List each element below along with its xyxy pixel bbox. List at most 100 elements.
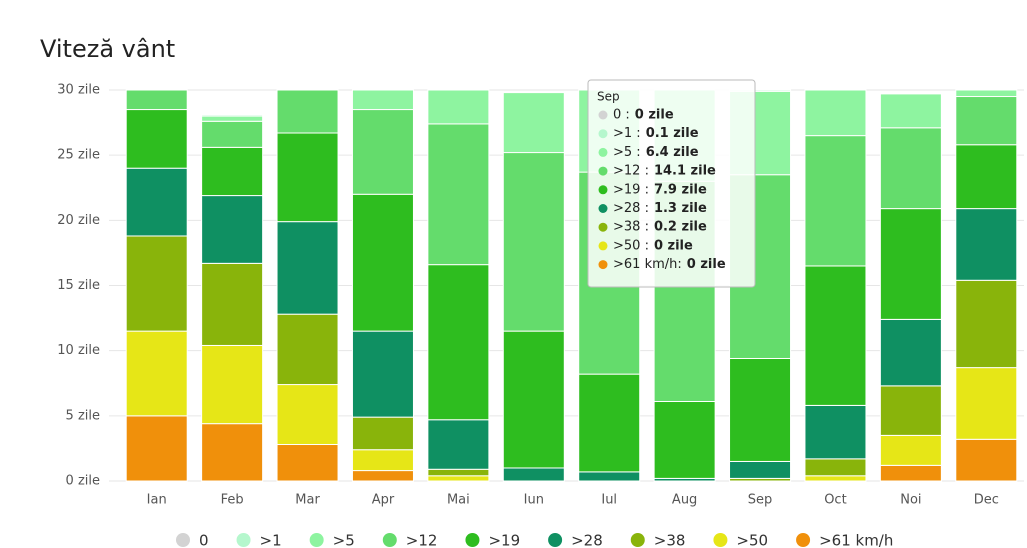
tooltip: Sep 0 : 0 zile >1 : 0.1 zile >5 : 6.4 zile >12 … xyxy=(587,79,756,288)
tooltip-label: >5 : xyxy=(613,145,641,160)
bar-segment xyxy=(427,475,490,482)
tooltip-label: 0 : xyxy=(613,108,630,123)
bar-segment xyxy=(879,127,942,210)
bar-segment xyxy=(879,464,942,482)
bar-segment xyxy=(201,115,264,122)
tooltip-value: 7.9 zile xyxy=(654,182,707,197)
bar-segment xyxy=(276,384,339,446)
bar-segment xyxy=(427,468,490,477)
tooltip-value: 6.4 zile xyxy=(646,145,699,160)
tooltip-value: 0.2 zile xyxy=(654,220,707,235)
bar-segment xyxy=(125,109,188,169)
bar-segment xyxy=(804,475,867,482)
x-tick-label: Iun xyxy=(524,493,544,508)
tooltip-label: >12 : xyxy=(613,164,649,179)
bar-segment xyxy=(578,373,641,473)
y-tick-label: 20 zile xyxy=(57,213,100,228)
tooltip-label: >1 : xyxy=(613,126,641,141)
bar-segment xyxy=(879,208,942,320)
bar-segment xyxy=(729,357,792,462)
bar-segment xyxy=(879,318,942,387)
bar-segment xyxy=(502,152,565,332)
legend-marker xyxy=(630,533,645,547)
x-tick-label: Mai xyxy=(447,493,470,508)
tooltip-marker xyxy=(598,166,608,176)
tooltip-value: 0 zile xyxy=(687,257,726,272)
tooltip-label: >19 : xyxy=(613,182,649,197)
bar-segment xyxy=(201,344,264,425)
bar-segment xyxy=(125,235,188,332)
legend-label: >19 xyxy=(488,532,520,548)
legend-label: >61 km/h xyxy=(819,532,893,548)
tooltip-box xyxy=(587,79,756,288)
bar-segment xyxy=(502,92,565,154)
x-tick-label: Apr xyxy=(372,493,395,508)
legend-marker xyxy=(465,533,480,547)
bar-segment xyxy=(804,404,867,460)
legend-marker xyxy=(796,533,811,547)
bar-segment xyxy=(955,438,1018,482)
legend-label: >50 xyxy=(736,532,768,548)
tooltip-value: 0 zile xyxy=(654,238,693,253)
tooltip-marker xyxy=(598,241,608,251)
bar-segment xyxy=(125,330,188,417)
bar-segment xyxy=(276,89,339,134)
bar-segment xyxy=(351,416,414,451)
legend-label: >1 xyxy=(260,532,282,548)
tooltip-value: 0.1 zile xyxy=(646,126,699,141)
bar-segment xyxy=(201,114,264,117)
bar-segment xyxy=(125,167,188,237)
chart-title: Viteză vânt xyxy=(40,35,175,63)
legend-label: 0 xyxy=(199,532,209,548)
tooltip-marker xyxy=(598,260,608,270)
x-tick-label: Ian xyxy=(147,493,167,508)
bar-segment xyxy=(125,89,188,111)
tooltip-label: >50 : xyxy=(613,238,649,253)
bar-segment xyxy=(351,470,414,482)
bar-segment xyxy=(879,434,942,466)
bar-segment xyxy=(804,458,867,477)
legend-label: >12 xyxy=(406,532,438,548)
bar-segment xyxy=(502,467,565,482)
tooltip-label: >38 : xyxy=(613,220,649,235)
legend: 0 >1 >5 >12 >19 >28 >38 >50 >61 km/h xyxy=(176,532,893,548)
bar-segment xyxy=(351,193,414,332)
bar-segment xyxy=(276,313,339,386)
tooltip-marker xyxy=(598,185,608,195)
tooltip-marker xyxy=(598,204,608,213)
bar-segment xyxy=(804,135,867,267)
bar-segment xyxy=(276,221,339,315)
bar-segment xyxy=(955,279,1018,369)
tooltip-marker xyxy=(598,129,608,139)
legend-label: >5 xyxy=(333,532,355,548)
x-tick-label: Mar xyxy=(295,493,320,508)
legend-label: >38 xyxy=(654,532,686,548)
bar-segment xyxy=(955,367,1018,440)
bar-segment xyxy=(276,132,339,223)
y-tick-label: 30 zile xyxy=(57,83,100,98)
bar-segment xyxy=(125,415,188,482)
legend-marker xyxy=(236,533,251,547)
bar-segment xyxy=(351,109,414,195)
tooltip-value: 0 zile xyxy=(635,108,674,123)
y-tick-label: 0 zile xyxy=(66,474,100,489)
legend-marker xyxy=(382,533,397,547)
bar-segment xyxy=(804,89,867,137)
bar-segment xyxy=(276,444,339,482)
x-tick-label: Iul xyxy=(601,493,617,508)
bar-segment xyxy=(804,265,867,406)
legend-marker xyxy=(309,533,324,547)
bar-segment xyxy=(729,460,792,479)
bar-segment xyxy=(427,264,490,421)
tooltip-label: >28 : xyxy=(613,201,649,216)
plot: 0 zile 5 zile 10 zile 15 zile 20 zile 25 zile… xyxy=(57,83,1024,508)
bar-segment xyxy=(201,146,264,197)
x-tick-label: Feb xyxy=(221,493,244,508)
bar-segment xyxy=(201,262,264,346)
bar-segment xyxy=(955,96,1018,146)
x-tick-label: Dec xyxy=(974,493,999,508)
x-tick-label: Oct xyxy=(824,493,846,508)
x-tick-label: Noi xyxy=(900,493,921,508)
y-tick-label: 15 zile xyxy=(57,278,100,293)
tooltip-title: Sep xyxy=(597,90,620,104)
